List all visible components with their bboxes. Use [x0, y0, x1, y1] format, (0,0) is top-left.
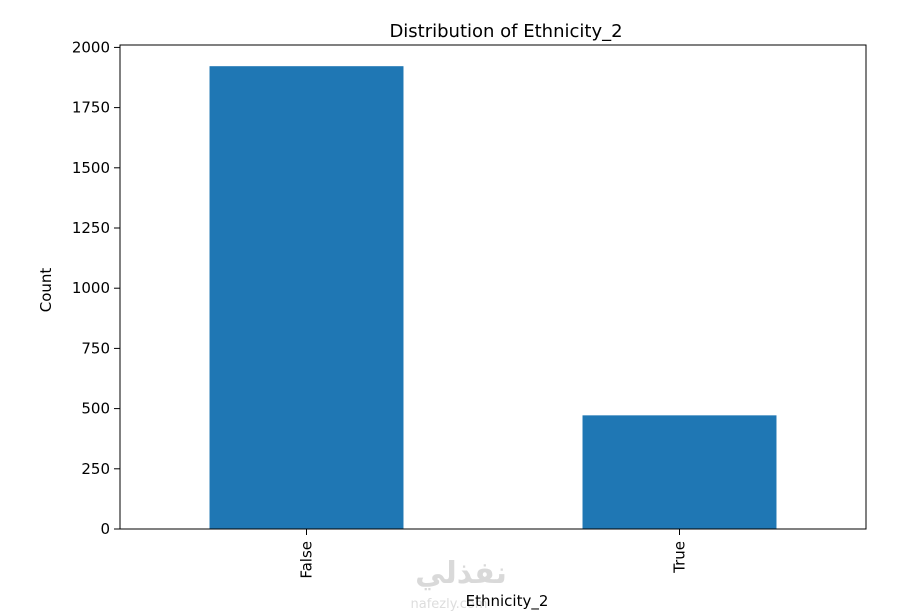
watermark-latin: nafezly.com [411, 597, 488, 612]
y-tick-label: 1250 [72, 219, 110, 237]
x-axis-ticks: False True [298, 529, 689, 579]
plot-frame [119, 44, 867, 530]
x-tick-label: False [298, 541, 316, 579]
bar-false [209, 66, 404, 529]
watermark-arabic: نفذلي [415, 556, 507, 591]
chart-title: Distribution of Ethnicity_2 [389, 21, 622, 42]
bar-true [582, 415, 777, 529]
y-tick-label: 750 [81, 339, 110, 357]
y-tick-label: 2000 [72, 38, 110, 56]
x-axis-label: Ethnicity_2 [466, 592, 549, 611]
y-tick-label: 0 [100, 520, 110, 538]
y-tick-label: 250 [81, 460, 110, 478]
y-tick-label: 500 [81, 400, 110, 418]
y-axis-ticks: 0 250 500 750 1000 1250 1500 1750 2000 [72, 38, 120, 538]
bars-group [209, 66, 777, 529]
y-tick-label: 1500 [72, 159, 110, 177]
y-axis-label: Count [37, 268, 55, 313]
y-tick-label: 1750 [72, 99, 110, 117]
x-tick-label: True [671, 541, 689, 574]
y-tick-label: 1000 [72, 279, 110, 297]
